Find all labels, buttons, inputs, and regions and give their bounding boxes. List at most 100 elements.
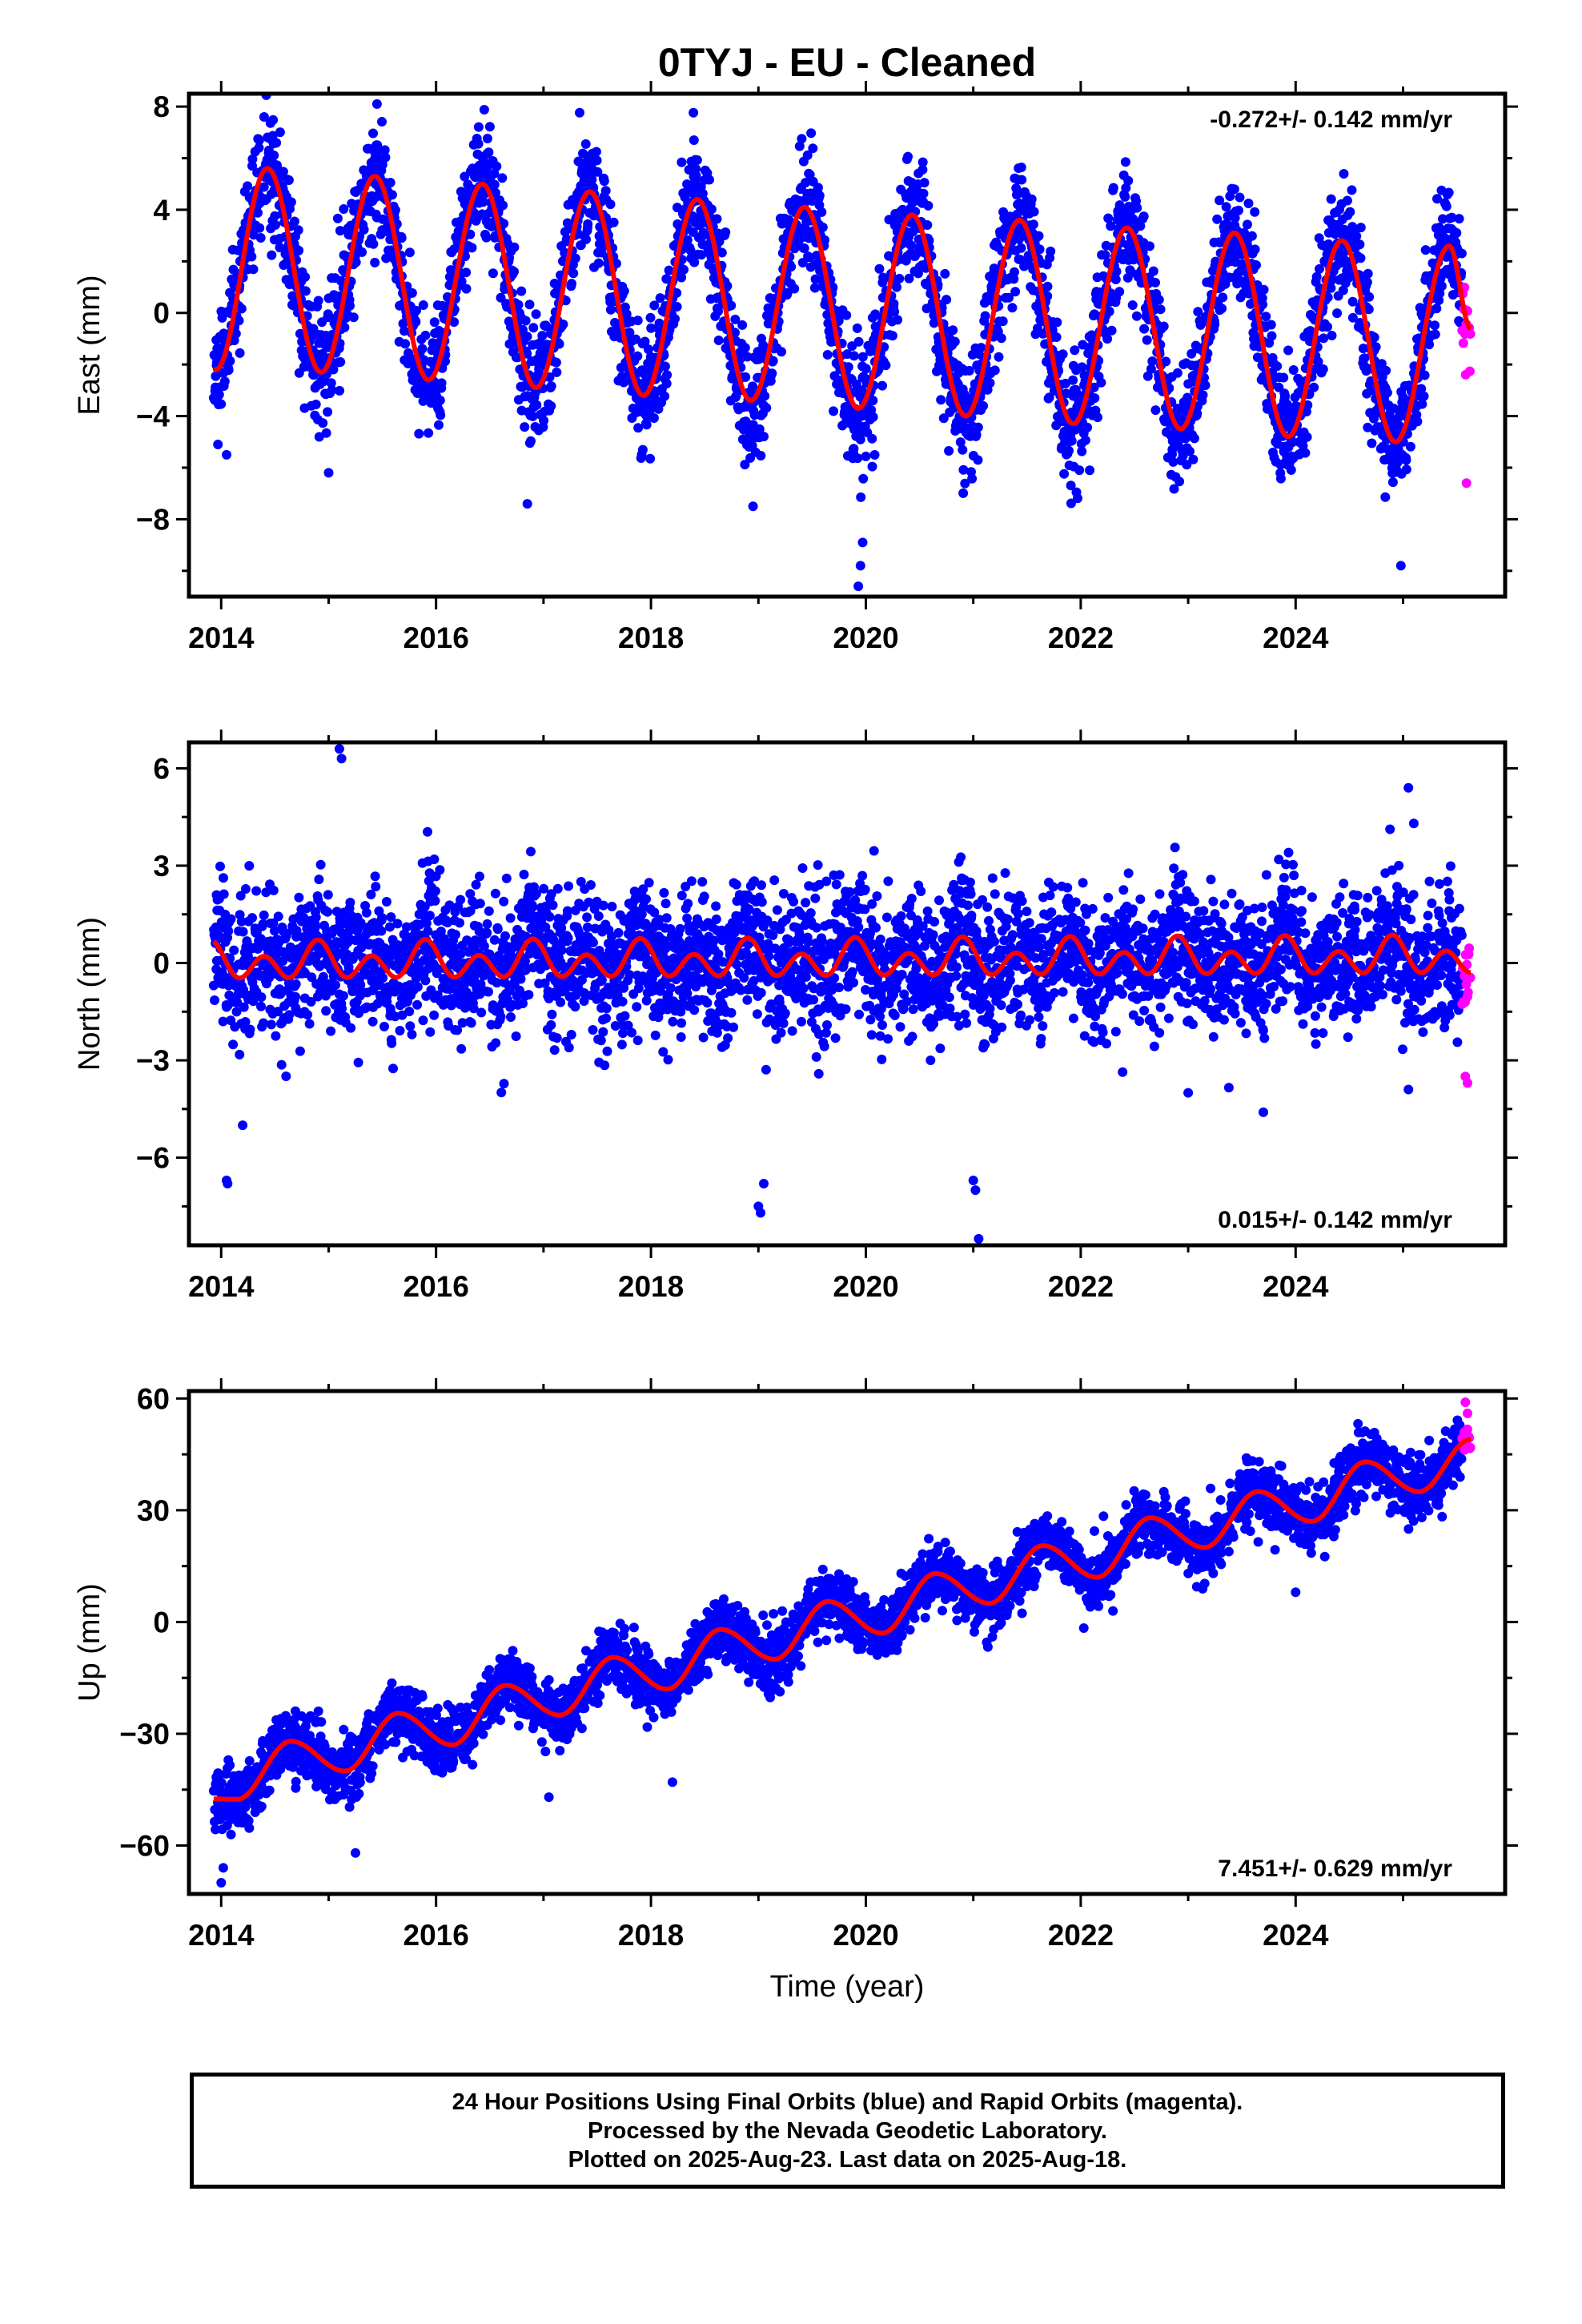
data-point [378, 973, 388, 983]
data-point [713, 306, 723, 316]
data-point [691, 171, 701, 181]
data-point [591, 147, 601, 157]
data-point [1326, 194, 1336, 204]
data-point [377, 913, 387, 923]
data-point [1138, 211, 1149, 222]
data-point-outlier [323, 468, 334, 478]
data-point [632, 351, 643, 361]
data-point [648, 413, 659, 423]
data-point [407, 287, 417, 298]
data-point [685, 245, 696, 255]
data-point [473, 122, 484, 132]
data-point [247, 913, 257, 923]
data-point [868, 412, 878, 422]
data-point [575, 107, 584, 118]
data-point [1258, 300, 1268, 310]
data-point [455, 918, 464, 928]
data-point [276, 1059, 287, 1070]
data-point [556, 997, 566, 1007]
data-point [501, 873, 512, 883]
data-point [496, 1011, 506, 1022]
y-tick-label: 4 [153, 194, 170, 227]
data-point [801, 178, 811, 188]
data-point [662, 370, 673, 380]
data-point [235, 1049, 245, 1059]
data-point [361, 907, 371, 918]
data-point [1172, 368, 1182, 378]
data-point [552, 883, 563, 894]
data-point [546, 401, 556, 411]
data-point [802, 150, 813, 160]
data-point [456, 1043, 467, 1054]
data-point [1382, 388, 1392, 398]
data-point [600, 186, 611, 196]
data-point [726, 300, 737, 311]
data-point [1431, 304, 1442, 314]
data-point [1131, 311, 1142, 321]
data-point [327, 385, 337, 396]
data-point [243, 181, 253, 191]
data-point [456, 276, 467, 287]
data-point [484, 906, 494, 916]
data-point [938, 413, 949, 424]
data-point [1102, 334, 1113, 344]
data-point-outlier [1395, 561, 1406, 571]
data-point [682, 235, 693, 245]
data-point [345, 898, 355, 907]
data-point [855, 434, 865, 444]
data-point [528, 323, 539, 333]
data-point [760, 391, 770, 401]
data-point [1443, 187, 1454, 198]
data-point [476, 1007, 487, 1018]
data-point [259, 182, 269, 192]
data-point [904, 273, 914, 283]
data-point [985, 378, 995, 388]
data-point [388, 1063, 398, 1074]
data-point [552, 1033, 562, 1043]
data-point [1070, 345, 1080, 356]
data-point [1185, 446, 1195, 456]
data-point [643, 344, 653, 355]
data-point [551, 357, 561, 368]
data-point [490, 187, 500, 198]
data-point [1283, 345, 1294, 356]
data-point [583, 219, 593, 229]
data-point [267, 250, 277, 260]
data-point [549, 1045, 560, 1055]
data-point [593, 911, 604, 921]
data-point [878, 272, 889, 283]
data-point [646, 323, 656, 333]
data-point [450, 930, 460, 939]
data-point [377, 159, 387, 170]
data-point [1145, 241, 1154, 251]
data-point [958, 488, 969, 498]
data-point [509, 267, 519, 277]
data-point [1355, 223, 1366, 233]
data-point [903, 151, 913, 162]
final-orbit-points-north [208, 744, 1467, 1244]
data-point [990, 365, 1000, 376]
data-point [219, 889, 229, 899]
data-point [1342, 195, 1352, 206]
data-point [289, 216, 299, 227]
data-point [271, 219, 280, 230]
data-point [1200, 380, 1211, 391]
data-point [843, 362, 853, 372]
data-point [353, 1057, 363, 1068]
data-point [267, 131, 278, 141]
data-point [689, 257, 700, 267]
data-point [741, 372, 751, 382]
data-point [489, 168, 500, 179]
data-point [412, 305, 421, 316]
data-point [223, 926, 234, 936]
data-point [223, 365, 234, 376]
data-point [303, 1010, 313, 1020]
data-point [633, 423, 644, 433]
data-point [370, 871, 380, 882]
data-point-outlier [689, 135, 699, 145]
data-point [889, 307, 900, 317]
data-point [670, 314, 680, 324]
data-point [275, 127, 285, 138]
data-point [552, 367, 562, 377]
data-point [1090, 393, 1100, 404]
